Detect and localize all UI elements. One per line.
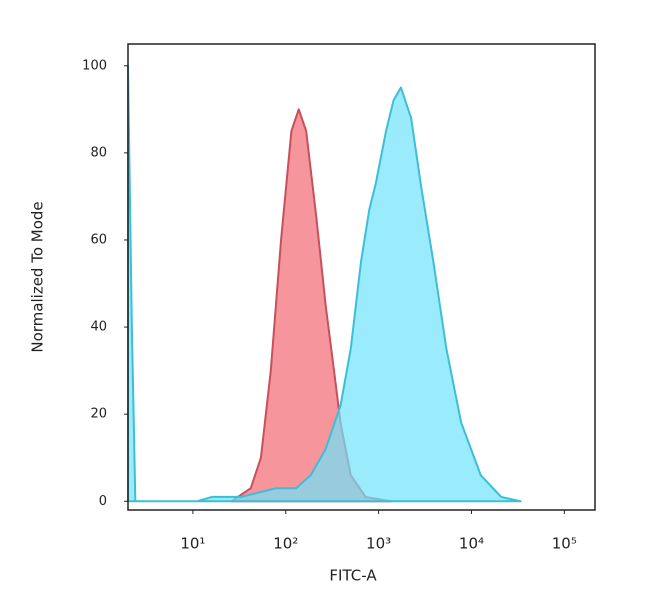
x-tick-label: 10³ bbox=[366, 535, 391, 553]
y-tick-label: 20 bbox=[90, 407, 107, 422]
y-tick-label: 0 bbox=[99, 494, 107, 509]
x-tick-label: 10⁵ bbox=[552, 535, 577, 553]
histogram-area bbox=[127, 64, 522, 503]
y-axis-label: Normalized To Mode bbox=[29, 201, 47, 352]
y-tick-label: 80 bbox=[90, 145, 107, 160]
plot-frame bbox=[127, 43, 596, 511]
x-axis-label: FITC-A bbox=[329, 567, 377, 585]
y-tick-label: 100 bbox=[82, 58, 107, 73]
x-tick-label: 10⁴ bbox=[459, 535, 484, 553]
y-tick-label: 40 bbox=[90, 320, 107, 335]
y-tick-label: 60 bbox=[90, 232, 107, 247]
x-tick-label: 10¹ bbox=[180, 535, 205, 553]
x-tick-label: 10² bbox=[273, 535, 298, 553]
